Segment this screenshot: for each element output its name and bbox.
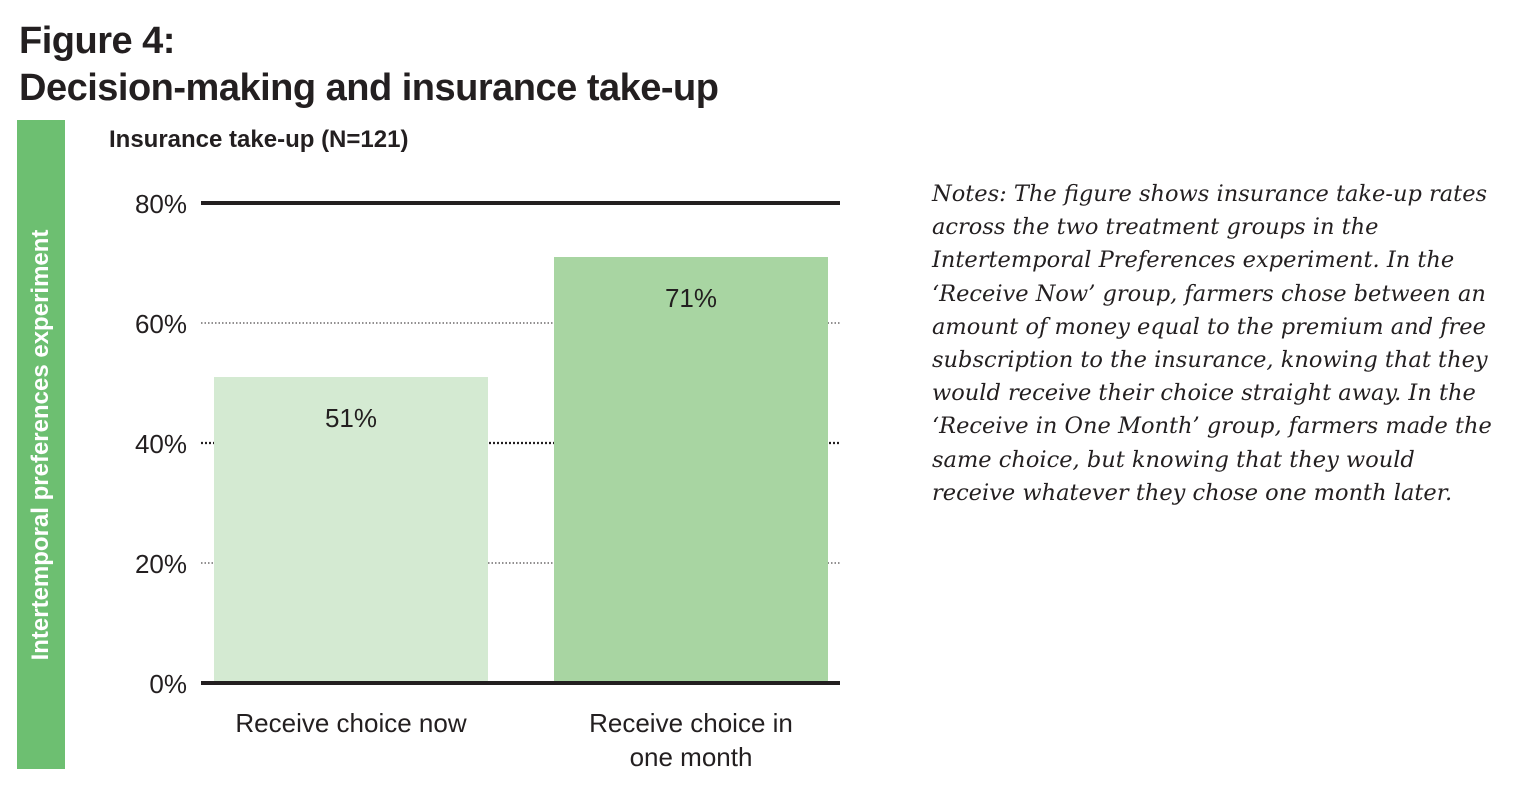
data-label: 51% [325,403,377,433]
y-tick-label: 0% [149,669,187,699]
x-tick-label: Receive choice now [235,708,466,738]
y-tick-label: 80% [135,189,187,219]
data-label: 71% [665,283,717,313]
chart-title: Insurance take-up (N=121) [109,126,409,153]
y-tick-label: 40% [135,429,187,459]
figure-heading: Decision-making and insurance take-up [19,67,719,109]
y-tick-label: 60% [135,309,187,339]
bar-chart: 51% 71% 0% 20% 40% 60% 80% Receive choice now Re… [135,189,840,772]
side-band: Intertemporal preferences experiment [17,120,65,769]
y-tick-label: 20% [135,549,187,579]
figure-number: Figure 4: [19,20,175,62]
x-tick-label: Receive choice in one month [589,708,793,772]
figure-title: Figure 4: Decision-making and insurance … [19,18,719,112]
figure-notes: Notes: The figure shows insurance take-u… [932,181,1492,506]
x-tick-label-line: Receive choice now [235,708,466,738]
bar [554,257,828,683]
x-tick-label-line: one month [630,742,753,772]
x-tick-label-line: Receive choice in [589,708,793,738]
bar [214,377,488,683]
